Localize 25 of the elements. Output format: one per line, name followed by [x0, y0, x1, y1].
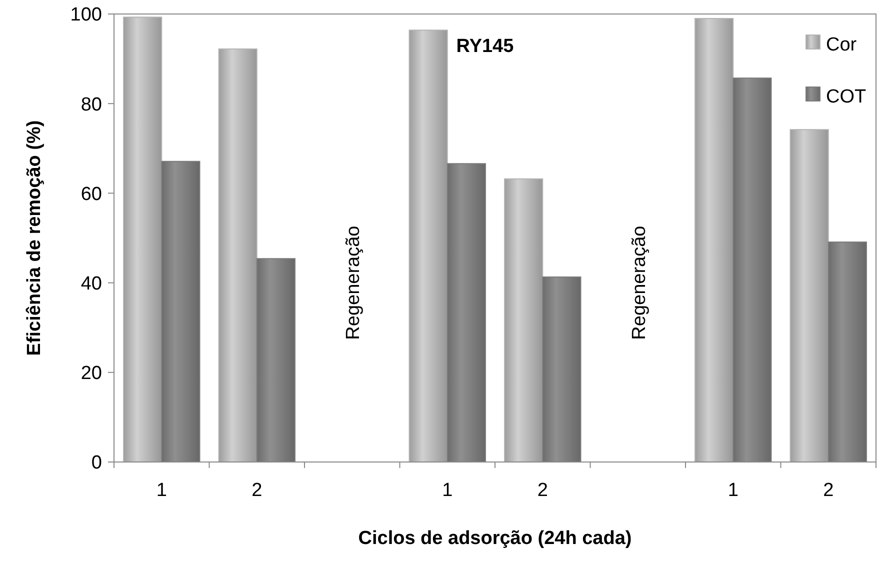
y-tick-label: 20: [80, 363, 102, 384]
text: RY145: [456, 36, 514, 57]
x-tick-label: 2: [537, 480, 548, 501]
x-tick-label: 1: [442, 480, 453, 501]
x-tick-label: 2: [252, 480, 262, 501]
x-tick-label: 1: [728, 480, 738, 501]
x-tick-label: 2: [823, 480, 834, 501]
x-tick-label: 1: [156, 480, 167, 501]
bar: [790, 129, 829, 462]
annotation: Regeneração: [628, 226, 650, 340]
y-tick-label: 80: [80, 94, 102, 116]
y-tick-label: 0: [91, 452, 102, 474]
bar: [694, 18, 734, 462]
y-tick-label: 40: [80, 273, 102, 294]
legend-label: COT: [826, 86, 866, 108]
y-tick-label: 100: [70, 4, 102, 26]
bar: [408, 30, 448, 462]
x-axis-title: Ciclos de adsorção (24h cada): [358, 528, 632, 549]
bar: [123, 16, 162, 462]
annotation: Regeneração: [343, 226, 364, 340]
legend-label: Cor: [826, 34, 858, 56]
y-tick-label: 60: [80, 184, 102, 205]
bar: [504, 178, 544, 462]
y-axis-title: Eficiência de remoção (%): [24, 120, 45, 356]
bar: [218, 48, 258, 462]
